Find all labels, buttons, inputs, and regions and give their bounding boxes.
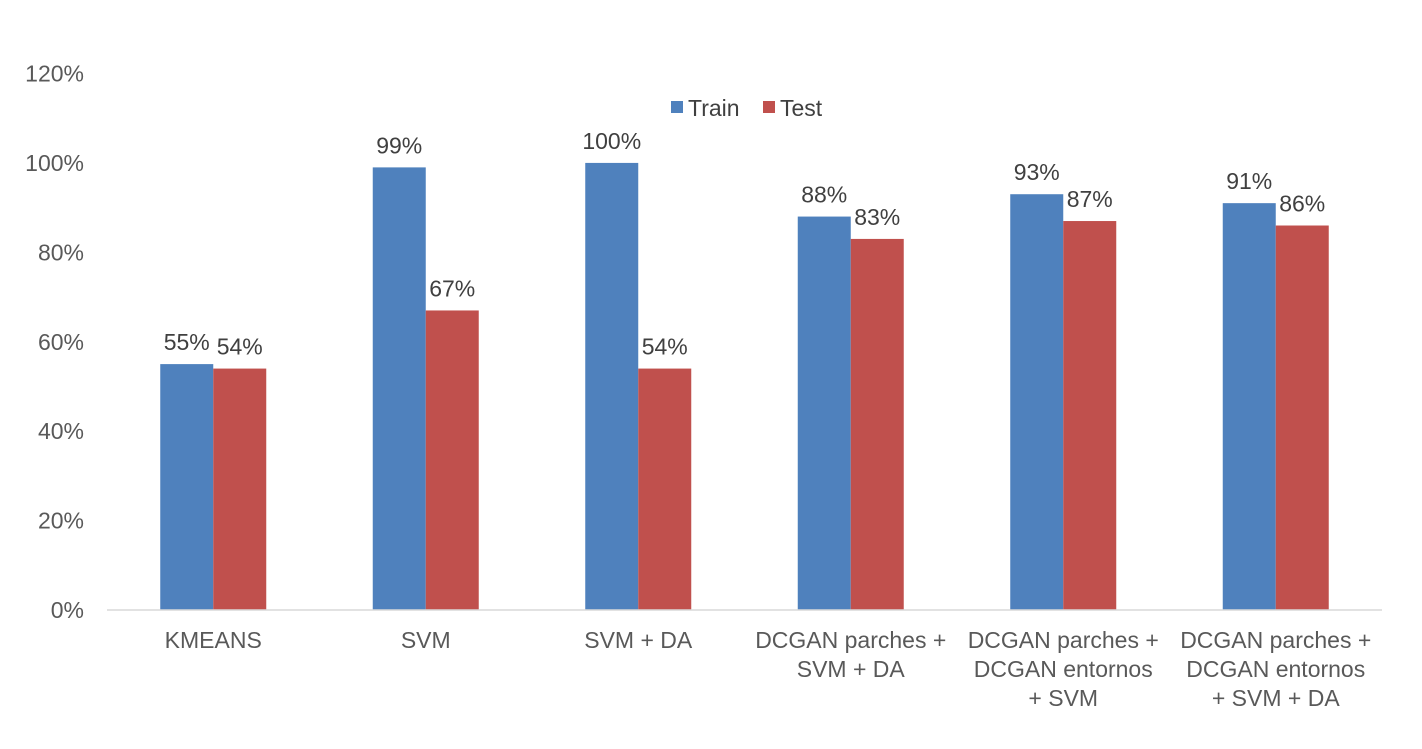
data-label: 55%: [164, 329, 210, 355]
y-tick-label: 100%: [25, 150, 84, 176]
x-category-label: DCGAN parches + SVM + DA: [755, 627, 946, 682]
bar-train: [1010, 194, 1064, 610]
data-label: 67%: [429, 275, 475, 301]
x-category-label-line: DCGAN parches +: [755, 627, 946, 653]
data-label: 54%: [642, 334, 688, 360]
bar-train: [160, 364, 214, 610]
x-category-label-line: DCGAN entornos: [1186, 656, 1365, 682]
x-category-label: SVM + DA: [584, 627, 693, 653]
bar-test: [1063, 221, 1117, 610]
x-category-label-line: DCGAN entornos: [974, 656, 1153, 682]
x-category-label-line: KMEANS: [165, 627, 262, 653]
bar-train: [797, 216, 851, 611]
data-label: 88%: [801, 182, 847, 208]
bar-test: [850, 238, 904, 610]
y-tick-label: 120%: [25, 61, 84, 87]
y-tick-label: 60%: [38, 329, 84, 355]
x-category-label-line: SVM + DA: [584, 627, 693, 653]
data-label: 100%: [582, 128, 641, 154]
legend-label: Test: [780, 95, 823, 121]
x-category-label-line: + SVM + DA: [1212, 685, 1340, 711]
data-label: 87%: [1067, 186, 1113, 212]
data-label: 99%: [376, 132, 422, 158]
x-category-label: DCGAN parches + DCGAN entornos + SVM: [968, 627, 1159, 711]
bar-test: [425, 310, 479, 610]
bar-test: [1275, 225, 1329, 610]
x-category-label-line: DCGAN parches +: [1180, 627, 1371, 653]
bar-train: [1222, 203, 1276, 610]
data-label: 83%: [854, 204, 900, 230]
x-category-label: SVM: [401, 627, 451, 653]
x-category-label-line: DCGAN parches +: [968, 627, 1159, 653]
data-label: 86%: [1279, 191, 1325, 217]
y-tick-label: 40%: [38, 418, 84, 444]
bar-train: [585, 162, 639, 610]
x-category-label-line: SVM + DA: [797, 656, 906, 682]
data-label: 54%: [217, 334, 263, 360]
data-label: 91%: [1226, 168, 1272, 194]
x-category-label: DCGAN parches + DCGAN entornos + SVM + DA: [1180, 627, 1371, 711]
bar-test: [638, 368, 692, 610]
legend-swatch-train: [671, 101, 683, 113]
x-category-label-line: + SVM: [1028, 685, 1098, 711]
y-tick-label: 0%: [51, 597, 84, 623]
legend-swatch-test: [763, 101, 775, 113]
x-category-label-line: SVM: [401, 627, 451, 653]
y-tick-label: 20%: [38, 508, 84, 534]
data-label: 93%: [1014, 159, 1060, 185]
bar-test: [213, 368, 267, 610]
x-category-label: KMEANS: [165, 627, 262, 653]
legend-label: Train: [688, 95, 740, 121]
bar-train: [372, 167, 426, 610]
y-tick-label: 80%: [38, 239, 84, 265]
